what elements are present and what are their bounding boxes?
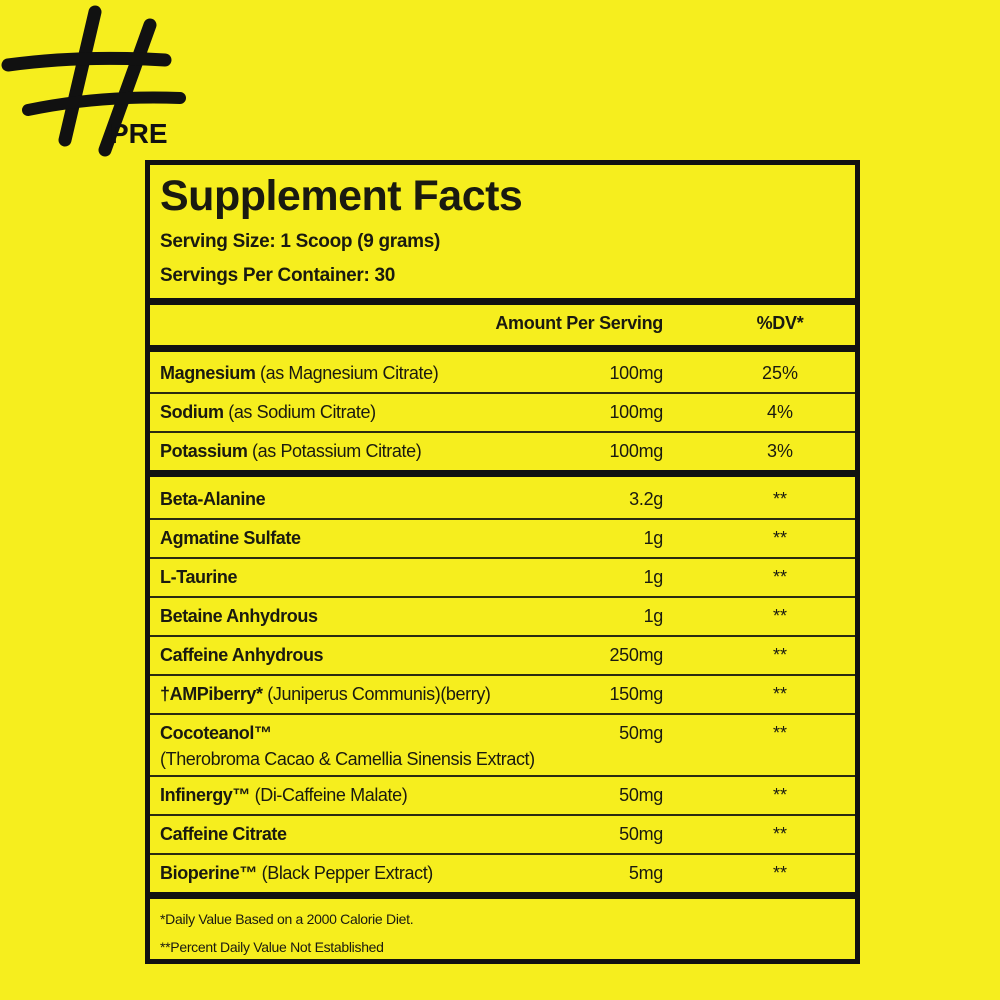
ingredient-amount: 5mg [628,863,663,883]
ingredient-name: Caffeine Anhydrous [160,645,324,665]
panel-header: Supplement Facts Serving Size: 1 Scoop (… [150,165,855,305]
footnote: **Percent Daily Value Not Established [160,939,384,955]
table-row: Beta-Alanine 3.2g ** [150,481,855,520]
ingredient-amount: 1g [643,528,664,548]
table-row: Bioperine™ (Black Pepper Extract) 5mg ** [150,855,855,892]
ingredient-name: Magnesium (as Magnesium Citrate) [160,363,439,383]
panel-title: Supplement Facts [160,172,523,220]
ingredient-dv: ** [772,606,787,626]
pre-logo: PRE [1,5,186,157]
ingredient-name: Potassium (as Potassium Citrate) [160,441,422,461]
ingredient-dv: ** [772,824,787,844]
ingredient-dv: ** [772,645,787,665]
ingredient-amount: 3.2g [629,489,663,509]
ingredient-dv: 3% [766,441,793,461]
ingredient-amount: 100mg [609,441,663,461]
ingredient-amount: 50mg [619,824,663,844]
servings-per-container: Servings Per Container: 30 [160,265,396,286]
ingredient-dv: ** [772,567,787,587]
table-row: Caffeine Citrate 50mg ** [150,816,855,855]
ingredient-amount: 50mg [619,785,663,805]
ingredient-amount: 250mg [609,645,663,665]
ingredient-dv: 4% [766,402,793,422]
minerals-section: Magnesium (as Magnesium Citrate) 100mg 25%… [150,352,855,477]
table-row: Betaine Anhydrous 1g ** [150,598,855,637]
ingredient-name: Agmatine Sulfate [160,528,301,548]
ingredient-name: Cocoteanol™ [160,723,272,743]
ingredient-dv: ** [772,684,787,704]
ingredient-name: Caffeine Citrate [160,824,287,844]
amount-header: Amount Per Serving [495,313,663,333]
ingredient-name: Sodium (as Sodium Citrate) [160,402,376,422]
ingredient-dv: 25% [761,363,799,383]
table-row: Magnesium (as Magnesium Citrate) 100mg 25% [150,355,855,394]
ingredient-dv: ** [772,528,787,548]
serving-size: Serving Size: 1 Scoop (9 grams) [160,231,441,252]
ingredient-amount: 100mg [609,363,663,383]
table-row: Potassium (as Potassium Citrate) 100mg 3% [150,433,855,470]
table-row: Caffeine Anhydrous 250mg ** [150,637,855,676]
ingredient-name: Betaine Anhydrous [160,606,318,626]
ingredient-dv: ** [772,863,787,883]
ingredient-name: Beta-Alanine [160,489,266,509]
ingredient-amount: 100mg [609,402,663,422]
table-row: Cocoteanol™ (Therobroma Cacao & Camellia… [150,715,855,777]
footnote: *Daily Value Based on a 2000 Calorie Die… [160,911,414,927]
ingredients-section: Beta-Alanine 3.2g ** Agmatine Sulfate 1g **… [150,477,855,899]
ingredient-amount: 150mg [609,684,663,704]
table-row: Agmatine Sulfate 1g ** [150,520,855,559]
column-header: Amount Per Serving %DV* [150,305,855,352]
ingredient-amount: 50mg [619,723,663,743]
ingredient-amount: 1g [643,567,664,587]
dv-header: %DV* [756,313,804,333]
table-row: L-Taurine 1g ** [150,559,855,598]
ingredient-name: †AMPiberry* (Juniperus Communis)(berry) [160,684,491,704]
ingredient-dv: ** [772,785,787,805]
table-row: Infinergy™ (Di-Caffeine Malate) 50mg ** [150,777,855,816]
ingredient-name: L-Taurine [160,567,238,587]
footnotes: *Daily Value Based on a 2000 Calorie Die… [150,899,855,961]
ingredient-dv: ** [772,723,787,743]
table-row: †AMPiberry* (Juniperus Communis)(berry) 1… [150,676,855,715]
svg-text:PRE: PRE [110,118,168,149]
ingredient-name: Bioperine™ (Black Pepper Extract) [160,863,433,883]
table-row: Sodium (as Sodium Citrate) 100mg 4% [150,394,855,433]
ingredient-amount: 1g [643,606,664,626]
ingredient-name: Infinergy™ (Di-Caffeine Malate) [160,785,408,805]
supplement-facts-panel: Supplement Facts Serving Size: 1 Scoop (… [145,160,860,964]
ingredient-detail: (Therobroma Cacao & Camellia Sinensis Ex… [160,749,535,769]
ingredient-dv: ** [772,489,787,509]
